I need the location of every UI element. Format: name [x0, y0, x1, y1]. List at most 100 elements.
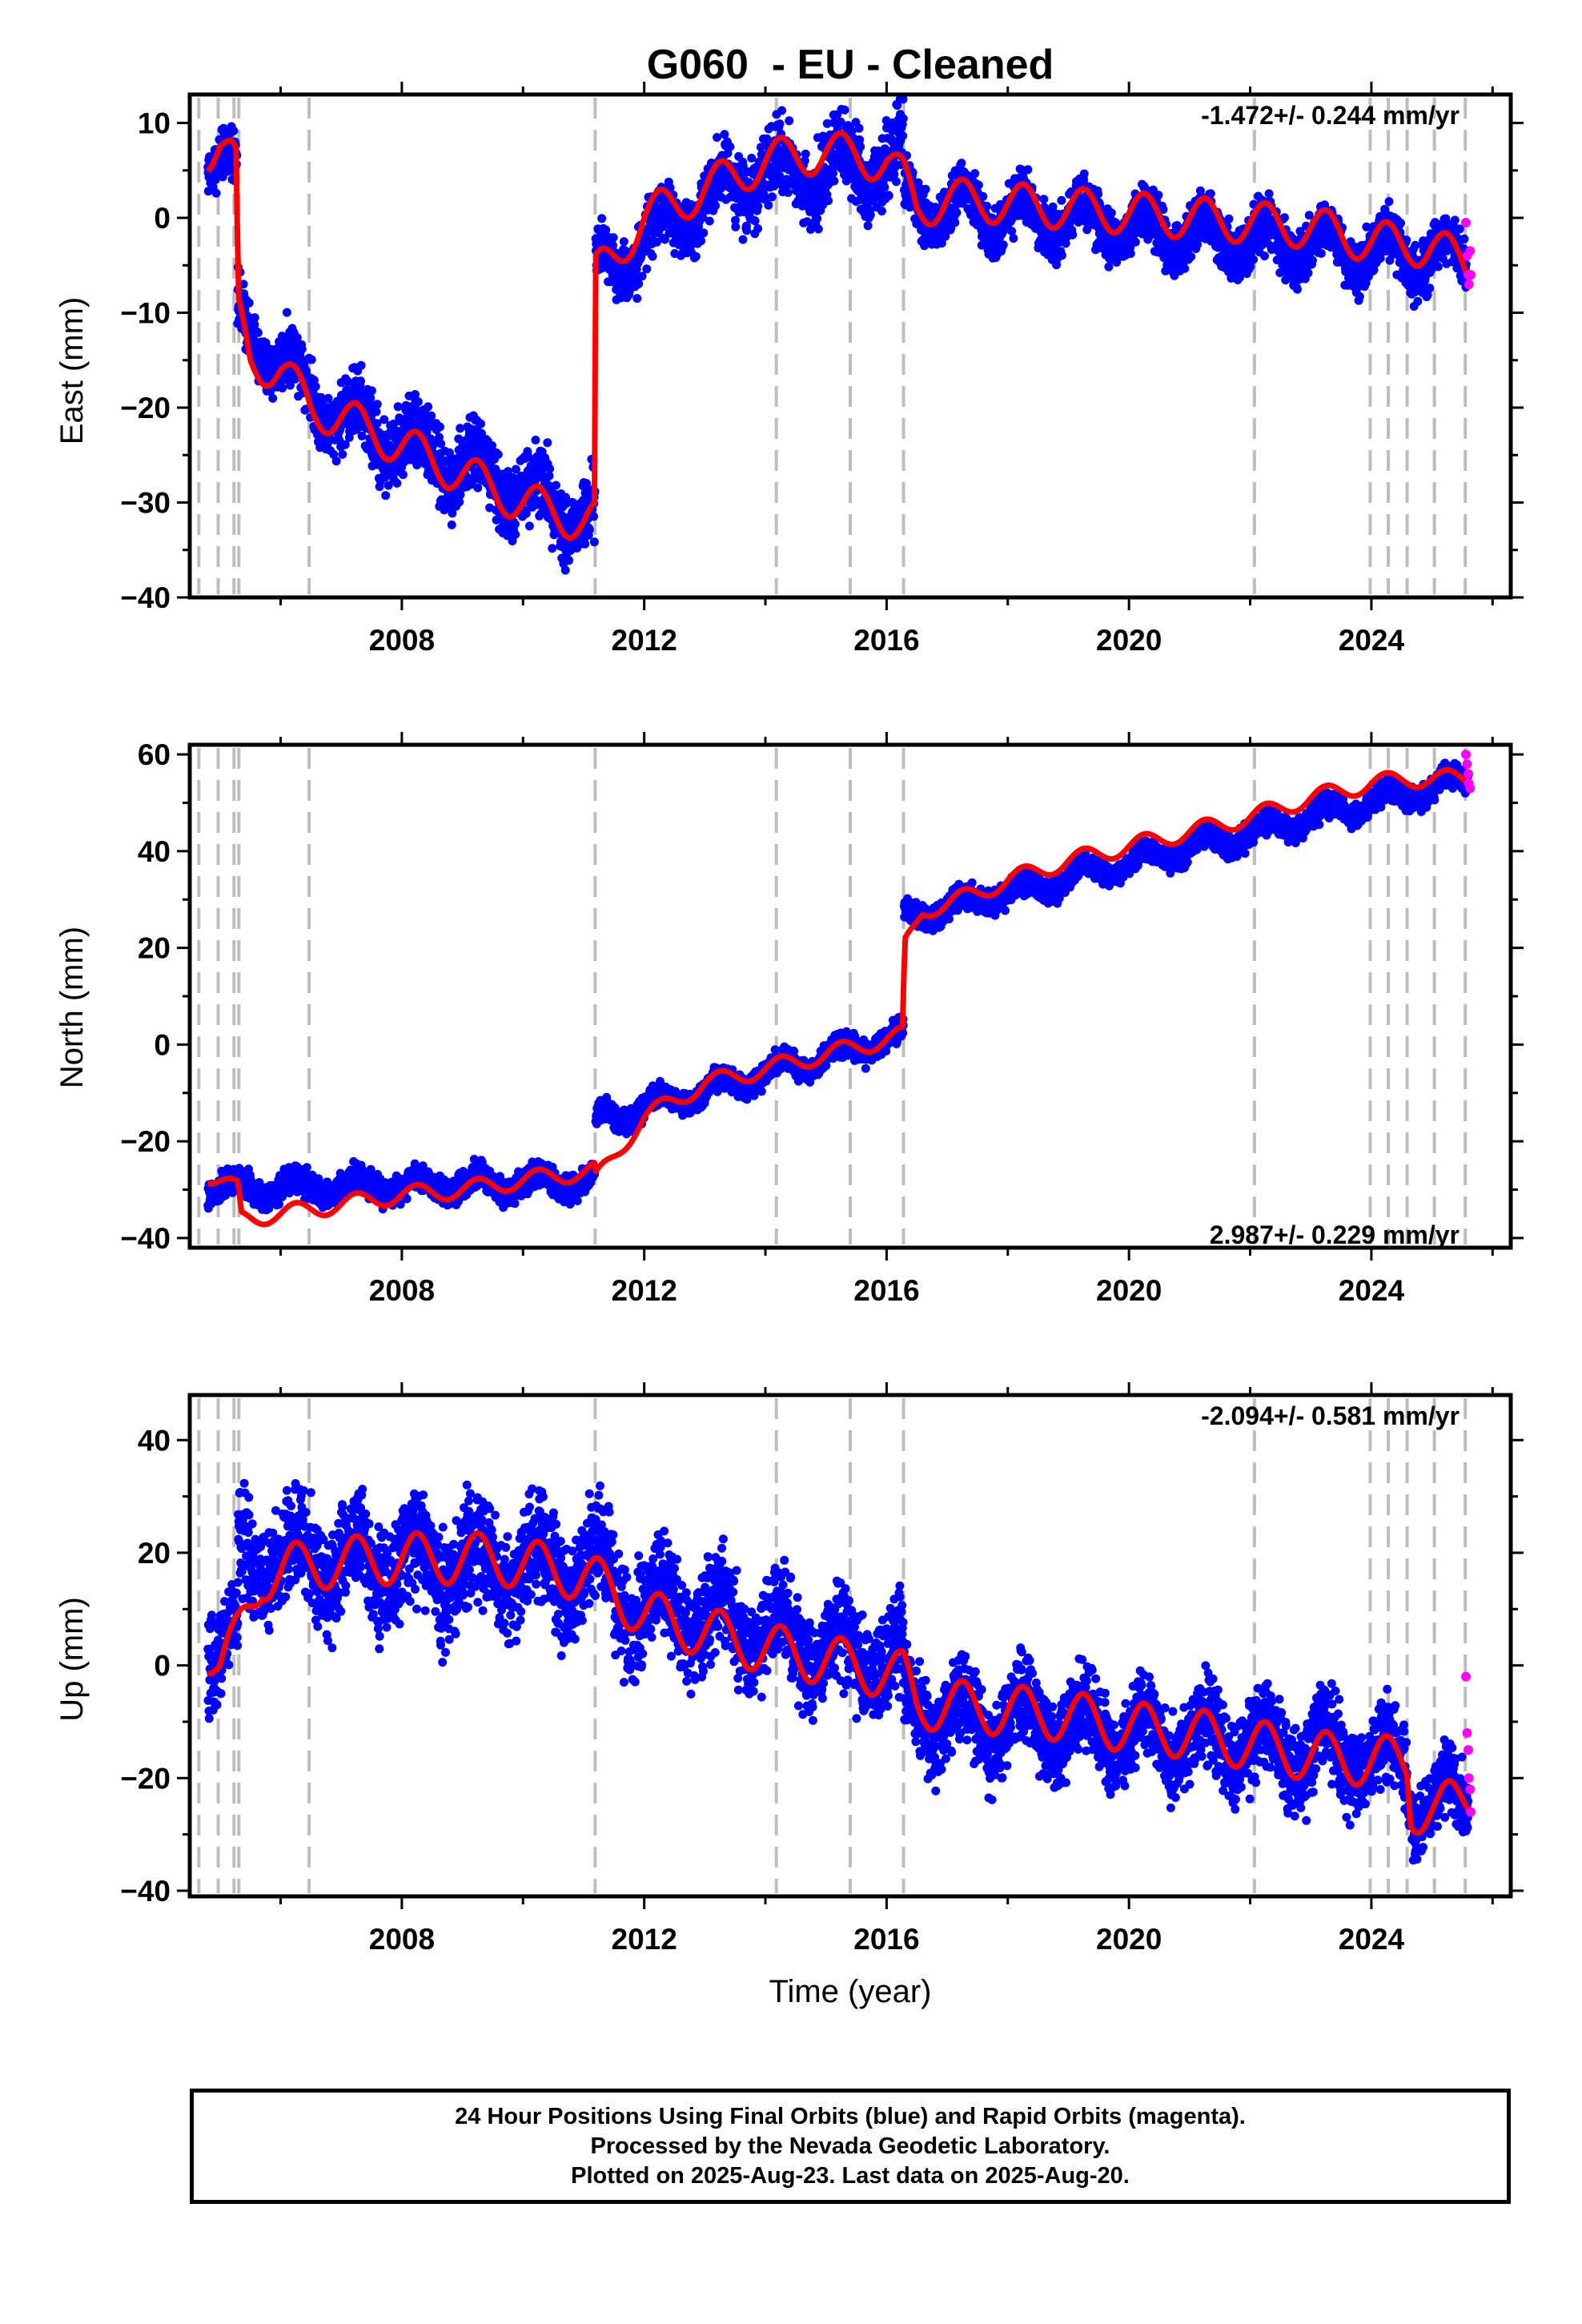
east-final-point [742, 226, 752, 235]
east-final-point [764, 200, 773, 210]
east-final-point [697, 236, 706, 246]
east-final-point [393, 402, 403, 412]
east-final-point [865, 211, 875, 219]
east-final-point [705, 216, 714, 226]
east-final-point [783, 188, 793, 197]
east-final-point [1450, 215, 1460, 225]
east-final-point [619, 237, 628, 247]
east-final-point [1293, 284, 1302, 294]
east-final-point [297, 344, 307, 354]
east-final-point [998, 240, 1008, 250]
east-final-point [856, 142, 865, 151]
east-final-point [813, 214, 822, 223]
east-final-point [637, 271, 647, 281]
east-final-point [1425, 283, 1435, 293]
east-final-point [750, 216, 760, 226]
east-final-point [244, 298, 254, 308]
east-final-point [1260, 251, 1269, 261]
east-final-point [447, 520, 456, 529]
east-final-point [543, 438, 552, 448]
east-final-point [1106, 208, 1116, 218]
east-final-point [1068, 230, 1078, 239]
east-final-point [747, 153, 757, 163]
east-final-point [974, 180, 983, 190]
east-final-point [884, 191, 893, 200]
east-final-point [338, 449, 347, 459]
east-final-point [424, 402, 433, 412]
east-final-point [278, 384, 287, 393]
east-final-point [877, 207, 886, 215]
east-final-point [898, 114, 908, 123]
east-final-point [1186, 251, 1196, 261]
east-final-point [691, 251, 701, 261]
east-final-point [211, 188, 221, 198]
east-final-point [880, 183, 889, 192]
east-final-point [413, 397, 423, 407]
east-final-point [427, 411, 436, 420]
east-final-point [317, 393, 327, 403]
east-final-point [952, 207, 962, 217]
east-final-point [648, 251, 657, 261]
east-final-point [564, 556, 574, 565]
east-final-point [1303, 268, 1313, 278]
east-final-point [473, 483, 483, 493]
east-final-point [1126, 249, 1135, 259]
east-final-point [493, 450, 503, 459]
east-final-point [725, 142, 735, 151]
east-final-point [1058, 251, 1066, 260]
east-final-point [356, 360, 366, 370]
east-final-point [250, 320, 259, 329]
east-final-point [767, 192, 777, 202]
east-final-point [366, 393, 375, 403]
east-final-point [775, 119, 785, 129]
east-final-point [584, 525, 594, 535]
east-final-point [1009, 234, 1018, 243]
chart-title: G060 - EU - Cleaned [647, 42, 1054, 88]
east-final-point [1104, 262, 1114, 271]
east-final-point [1307, 255, 1317, 265]
east-final-point [356, 376, 365, 386]
east-final-point [1384, 197, 1394, 207]
east-final-point [1193, 239, 1203, 249]
east-final-points [203, 94, 1473, 575]
east-final-point [1130, 237, 1140, 247]
east-final-point [1224, 214, 1234, 223]
east-final-point [367, 386, 376, 396]
east-final-point [642, 264, 652, 274]
east-final-point [711, 201, 721, 211]
east-final-point [436, 422, 444, 432]
east-final-point [307, 355, 316, 364]
east-final-point [1355, 292, 1364, 301]
east-final-point [978, 191, 988, 201]
east-final-point [957, 159, 966, 168]
east-final-point [311, 382, 320, 392]
east-final-point [753, 202, 763, 211]
east-final-point [371, 407, 381, 416]
east-final-point [785, 116, 794, 126]
east-final-point [266, 387, 275, 396]
east-final-point [738, 235, 748, 244]
east-final-point [399, 470, 408, 480]
panel-east: East (mm) 2008 2012 2016 2020 2024100−10−20−… [54, 82, 1524, 657]
east-final-point [829, 168, 838, 178]
east-final-point [713, 133, 721, 142]
east-final-point [898, 131, 908, 141]
east-final-point [829, 176, 839, 186]
east-final-point [580, 539, 590, 549]
east-final-point [1039, 195, 1049, 204]
east-final-point [456, 424, 465, 433]
east-final-point [292, 333, 302, 342]
east-final-point [632, 294, 642, 304]
east-final-point [531, 436, 540, 444]
east-final-point [699, 228, 709, 238]
east-final-point [813, 224, 823, 234]
east-final-point [1154, 191, 1163, 200]
east-final-point [510, 520, 520, 529]
east-final-point [548, 544, 557, 553]
east-final-point [801, 149, 810, 159]
east-final-point [1264, 189, 1274, 199]
east-final-point [1434, 262, 1443, 271]
east-final-point [282, 308, 291, 317]
east-final-point [524, 521, 534, 531]
